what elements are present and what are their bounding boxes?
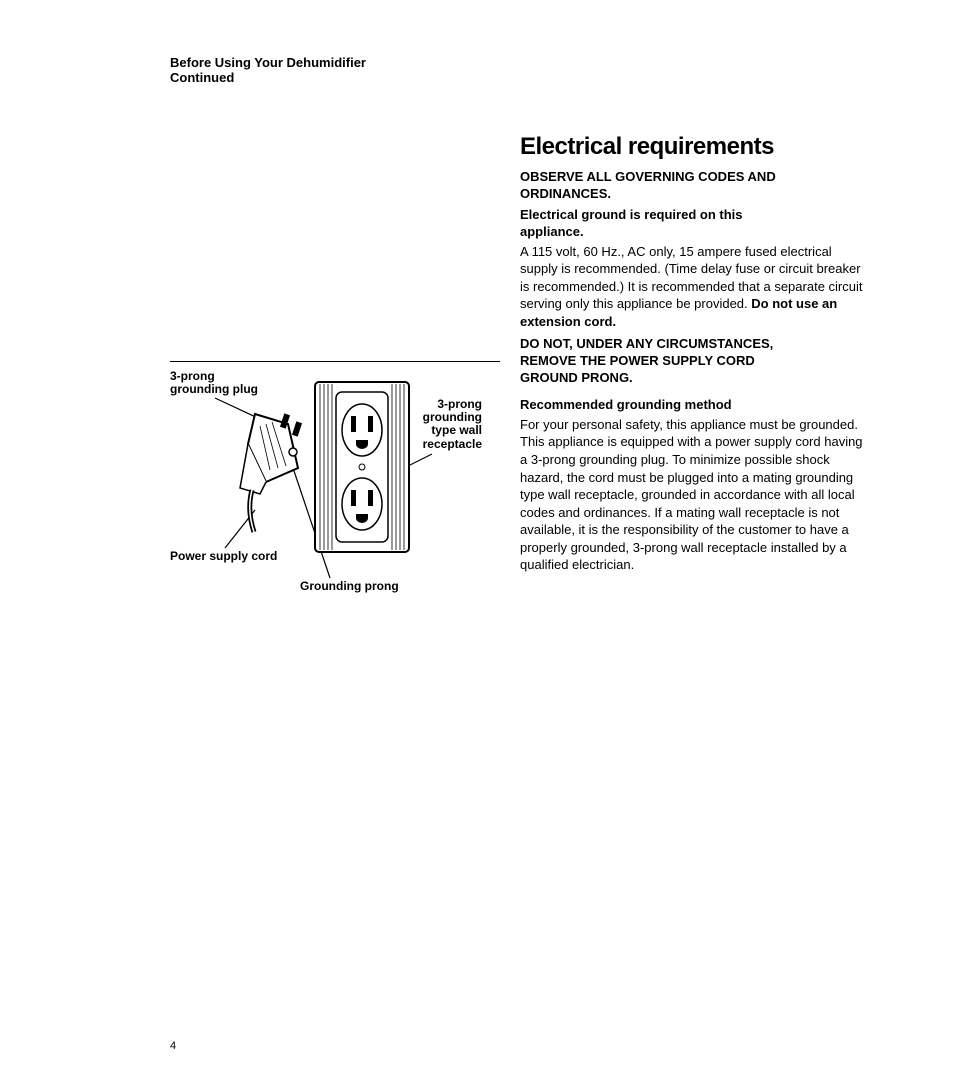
plug-icon bbox=[240, 413, 302, 532]
section-title: Electrical requirements bbox=[520, 133, 864, 161]
page-number: 4 bbox=[170, 1040, 176, 1052]
grounding-paragraph: For your personal safety, this appliance… bbox=[520, 416, 864, 574]
receptacle-icon bbox=[315, 382, 409, 552]
subhead-codes: OBSERVE ALL GOVERNING CODES AND ORDINANC… bbox=[520, 169, 864, 203]
subhead-do-not-remove: DO NOT, UNDER ANY CIRCUMSTANCES, REMOVE … bbox=[520, 336, 864, 387]
left-column: 3-prong grounding plug 3-prong grounding… bbox=[170, 133, 500, 620]
header-line2: Continued bbox=[170, 70, 864, 85]
header-line1: Before Using Your Dehumidifier bbox=[170, 55, 864, 70]
page-header: Before Using Your Dehumidifier Continued bbox=[170, 55, 864, 85]
right-column: Electrical requirements OBSERVE ALL GOVE… bbox=[520, 133, 864, 620]
subhead-ground-required: Electrical ground is required on this ap… bbox=[520, 207, 864, 241]
grounding-diagram: 3-prong grounding plug 3-prong grounding… bbox=[170, 370, 500, 620]
supply-paragraph: A 115 volt, 60 Hz., AC only, 15 ampere f… bbox=[520, 243, 864, 331]
subhead-recommended: Recommended grounding method bbox=[520, 397, 864, 414]
diagram-svg bbox=[170, 370, 500, 590]
divider bbox=[170, 361, 500, 362]
